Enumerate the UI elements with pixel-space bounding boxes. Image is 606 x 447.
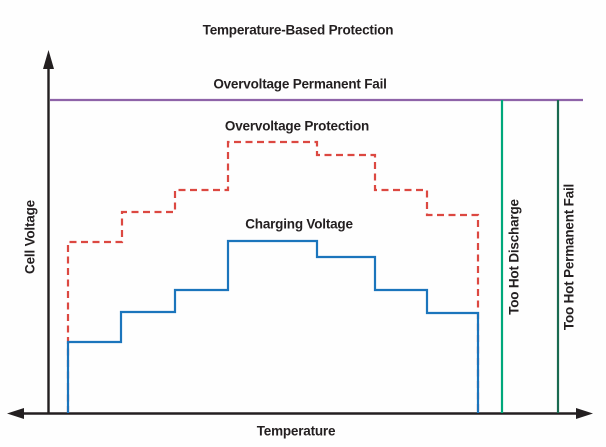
too-hot-discharge-label: Too Hot Discharge (506, 199, 522, 315)
y-axis-top-arrow-icon (43, 50, 54, 69)
x-axis-label: Temperature (256, 423, 336, 439)
series-overvoltage-protection (66, 140, 480, 413)
x-axis-left-arrow-icon (7, 408, 24, 419)
series-charging-voltage (66, 239, 480, 413)
overvoltage-protection-label: Overvoltage Protection (224, 118, 370, 134)
overvoltage-permanent-fail-label: Overvoltage Permanent Fail (213, 76, 387, 92)
too-hot-permanent-fail-label: Too Hot Permanent Fail (561, 183, 577, 331)
y-axis-label: Cell Voltage (22, 200, 38, 274)
charging-voltage-label: Charging Voltage (245, 216, 353, 232)
chart-title: Temperature-Based Protection (202, 22, 394, 38)
x-axis-right-arrow-icon (576, 408, 593, 419)
